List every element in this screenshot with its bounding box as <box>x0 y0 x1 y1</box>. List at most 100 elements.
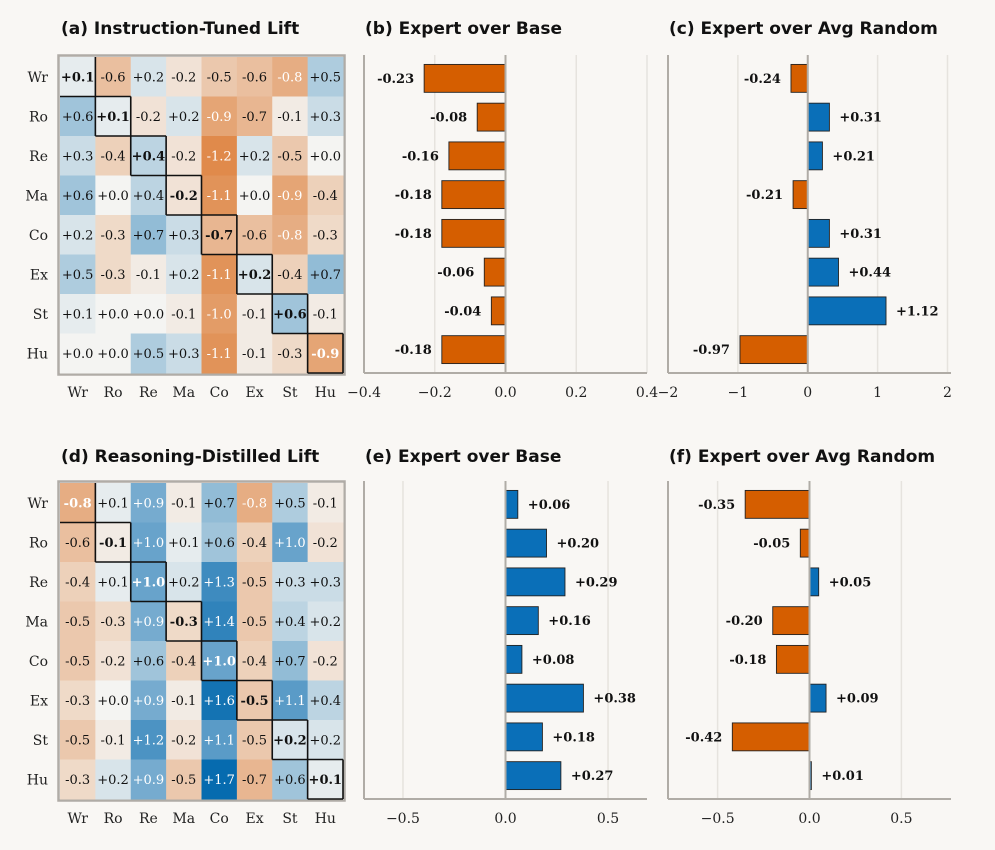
heatmap-cell <box>166 641 202 681</box>
heatmap-cell-label: -0.1 <box>99 536 127 551</box>
heatmap-cell-label: +0.4 <box>274 615 306 630</box>
heatmap-cell <box>307 641 344 681</box>
heatmap-cell <box>166 294 202 334</box>
heatmap-cell <box>201 215 238 255</box>
heatmap-cell-label: -0.5 <box>65 733 90 748</box>
heatmap-cell-label: -1.1 <box>207 268 232 283</box>
heatmap-cell-label: -0.6 <box>242 228 267 243</box>
heatmap-cell-label: -0.2 <box>171 70 196 85</box>
bar-value-label: +0.18 <box>552 730 595 745</box>
heatmap-cell-label: +0.6 <box>62 189 94 204</box>
col-tick-label: Hu <box>315 385 336 401</box>
bar-value-label: +0.20 <box>557 537 600 552</box>
heatmap-cell-label: -0.8 <box>277 70 302 85</box>
heatmap-cell <box>95 720 132 760</box>
heatmap-cell-label: +0.0 <box>97 347 129 362</box>
heatmap-cell <box>272 175 309 216</box>
heatmap-cell-label: +0.6 <box>62 110 94 125</box>
bar-value-label: -0.20 <box>726 614 763 629</box>
title-d: (d) Reasoning-Distilled Lift <box>61 447 320 467</box>
heatmap-cell-label: -1.2 <box>207 149 232 164</box>
heatmap-cell-label: +0.6 <box>203 536 235 551</box>
row-tick-label: Co <box>29 228 48 244</box>
heatmap-cell <box>307 96 344 137</box>
heatmap-cell <box>201 601 238 642</box>
bar-value-label: -0.23 <box>377 72 414 87</box>
heatmap-cell-label: -0.6 <box>65 536 90 551</box>
heatmap-cell-label: +0.0 <box>133 307 165 322</box>
heatmap-cell-label: +0.0 <box>97 189 129 204</box>
bar <box>790 63 809 93</box>
bar-value-label: +0.31 <box>839 111 882 126</box>
heatmap-cell-label: +0.9 <box>133 694 165 709</box>
heatmap-cell-label: +0.1 <box>309 773 343 788</box>
heatmap-cell-label: +0.0 <box>97 694 129 709</box>
heatmap-cell-label: -1.0 <box>207 307 232 322</box>
bar <box>505 606 539 636</box>
heatmap-cell-label: +0.4 <box>132 149 166 164</box>
heatmap-cell-label: -0.7 <box>205 228 233 243</box>
bar-value-label: +0.21 <box>832 149 875 164</box>
bar <box>807 141 823 171</box>
heatmap-cell-label: -0.3 <box>65 773 90 788</box>
heatmap-cell-label: +0.1 <box>97 575 129 590</box>
bar <box>807 257 839 287</box>
heatmap-cell-label: +0.5 <box>310 70 342 85</box>
heatmap-cell <box>272 57 309 97</box>
heatmap-cell <box>201 333 238 374</box>
heatmap-cell-label: -0.1 <box>171 694 196 709</box>
heatmap-cell <box>95 759 132 800</box>
heatmap-cell-label: +1.0 <box>132 575 166 590</box>
bar <box>441 218 506 248</box>
heatmap-cell-label: -0.5 <box>65 654 90 669</box>
heatmap-cell <box>272 294 309 334</box>
heatmap-cell <box>130 680 167 721</box>
heatmap-cell <box>130 254 167 295</box>
bar <box>483 257 506 287</box>
bar <box>505 528 547 558</box>
heatmap-cell <box>272 641 309 681</box>
heatmap-cell-label: -0.7 <box>242 110 267 125</box>
heatmap-cell <box>60 294 96 334</box>
heatmap-cell <box>95 483 132 523</box>
heatmap-cell-label: -0.2 <box>136 110 161 125</box>
x-tick-label: −0.5 <box>701 811 735 827</box>
heatmap-cell-label: -0.3 <box>277 347 302 362</box>
heatmap-cell-label: +0.2 <box>239 149 271 164</box>
heatmap-cell <box>130 522 167 563</box>
bar <box>476 102 506 132</box>
bar-value-label: +1.12 <box>896 304 939 319</box>
x-tick-label: 0.5 <box>597 811 619 827</box>
bar-value-label: +0.09 <box>836 692 879 707</box>
heatmap-cell <box>236 483 273 523</box>
heatmap-cell-label: -0.1 <box>242 307 267 322</box>
heatmap-cell-label: +0.1 <box>96 110 130 125</box>
heatmap-cell-label: +0.7 <box>133 228 165 243</box>
heatmap-cell <box>130 333 167 374</box>
bar-value-label: -0.18 <box>395 188 432 203</box>
row-tick-label: Ma <box>25 614 48 630</box>
col-tick-label: Co <box>210 385 229 401</box>
heatmap-cell-label: +0.3 <box>62 149 94 164</box>
heatmap-cell-label: +0.7 <box>310 268 342 283</box>
heatmap-cell <box>60 720 96 760</box>
heatmap-cell-label: +0.2 <box>168 268 200 283</box>
heatmap-cell-label: +0.2 <box>168 575 200 590</box>
heatmap-cell <box>272 601 309 642</box>
heatmap-cell-label: +0.2 <box>273 733 307 748</box>
heatmap-cell-label: -0.2 <box>313 654 338 669</box>
bar <box>807 218 830 248</box>
heatmap-cell <box>130 641 167 681</box>
heatmap-cell-label: +0.6 <box>274 773 306 788</box>
heatmap-cell <box>95 175 132 216</box>
heatmap-cell <box>201 96 238 137</box>
col-tick-label: Ro <box>104 385 123 401</box>
bar <box>772 606 810 636</box>
bar-value-label: -0.06 <box>437 266 474 281</box>
heatmap-cell <box>272 215 309 255</box>
row-tick-label: Wr <box>28 496 49 512</box>
heatmap-cell <box>201 522 238 563</box>
bar-value-label: +0.05 <box>829 575 872 590</box>
heatmap-cell-label: +1.0 <box>133 536 165 551</box>
heatmap-cell <box>60 483 96 523</box>
